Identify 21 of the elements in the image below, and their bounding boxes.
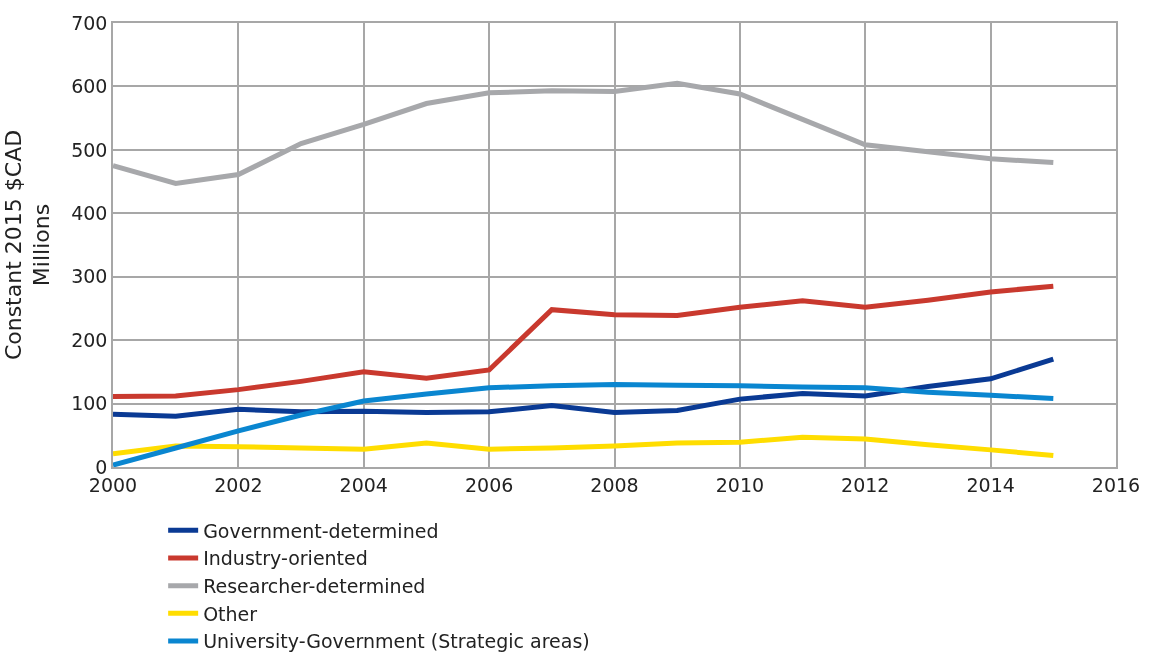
legend-label: University-Government (Strategic areas): [203, 630, 590, 653]
x-tick-label: 2012: [841, 473, 890, 496]
y-tick-label: 100: [71, 392, 108, 415]
legend-label: Industry-oriented: [203, 547, 368, 570]
x-tick-label: 2002: [214, 473, 263, 496]
x-tick-label: 2006: [464, 473, 514, 496]
y-tick-label: 200: [71, 328, 108, 351]
x-tick-label: 2014: [966, 473, 1015, 496]
y-tick-label: 600: [71, 75, 108, 98]
x-tick-label: 2010: [715, 473, 765, 496]
y-tick-label: 500: [71, 138, 108, 161]
y-tick-label: 400: [71, 201, 108, 224]
y-tick-label: 700: [71, 11, 108, 34]
y-axis-title: Constant 2015 $CAD Millions: [0, 129, 55, 361]
x-tick-label: 2004: [339, 473, 388, 496]
x-tick-label: 2016: [1091, 473, 1141, 496]
legend-label: Government-determined: [203, 519, 439, 542]
x-tick-label: 2008: [590, 473, 639, 496]
legend-label: Researcher-determined: [203, 575, 426, 598]
y-tick-label: 300: [71, 265, 108, 288]
legend-label: Other: [203, 602, 258, 625]
